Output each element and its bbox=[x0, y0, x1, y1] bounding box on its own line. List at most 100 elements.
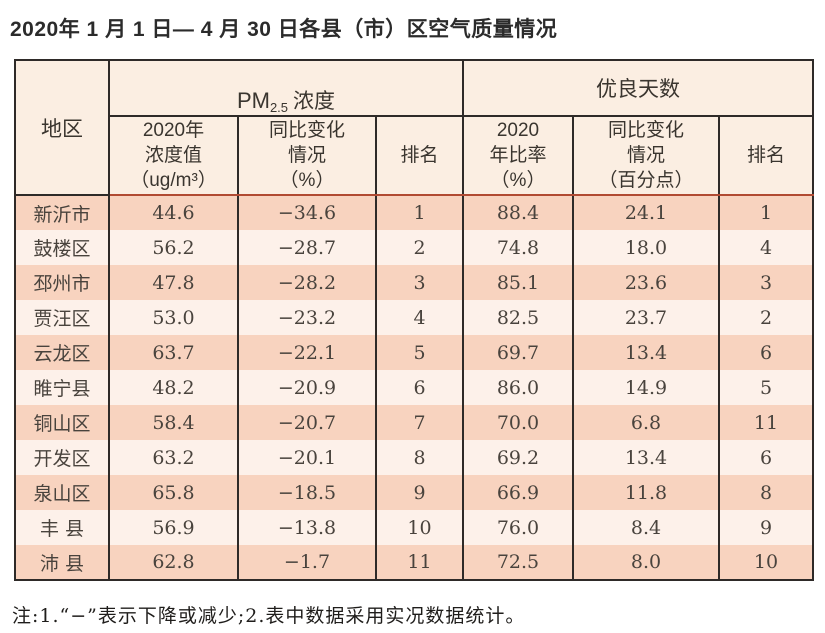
column-header-good-change: 同比变化 情况 （百分点） bbox=[572, 116, 720, 196]
column-header-good-ratio: 2020 年比率 （%） bbox=[462, 116, 574, 196]
column-header-good-rank: 排名 bbox=[717, 116, 815, 196]
good-ratio-cell: 72.5 bbox=[462, 545, 574, 580]
pm25-change-cell: −13.8 bbox=[237, 510, 377, 545]
pm25-rank-cell: 3 bbox=[375, 265, 464, 300]
good-rank-cell: 11 bbox=[717, 405, 815, 440]
pm25-rank-cell: 11 bbox=[375, 545, 464, 580]
column-header-pm25-change: 同比变化 情况 （%） bbox=[237, 116, 377, 196]
pm25-change-cell: −18.5 bbox=[237, 475, 377, 510]
pm25-change-cell: −28.7 bbox=[237, 230, 377, 265]
good-change-cell: 8.4 bbox=[572, 510, 720, 545]
good-rank-cell: 8 bbox=[717, 475, 815, 510]
good-ratio-cell: 69.7 bbox=[462, 335, 574, 370]
good-rank-cell: 3 bbox=[717, 265, 815, 300]
region-cell: 贾汪区 bbox=[14, 300, 110, 335]
pm25-change-cell: −22.1 bbox=[237, 335, 377, 370]
good-change-cell: 24.1 bbox=[572, 195, 720, 230]
table-row: 丰 县 56.9 −13.8 10 76.0 8.4 9 bbox=[14, 510, 815, 545]
good-rank-cell: 2 bbox=[717, 300, 815, 335]
good-rank-cell: 4 bbox=[717, 230, 815, 265]
good-rank-cell: 6 bbox=[717, 335, 815, 370]
pm25-value-cell: 62.8 bbox=[108, 545, 239, 580]
good-rank-cell: 5 bbox=[717, 370, 815, 405]
region-cell: 鼓楼区 bbox=[14, 230, 110, 265]
air-quality-table: 地区 PM2.5 浓度 优良天数 2020年 浓度值 （ug/m³） 同比变化 情… bbox=[14, 59, 815, 581]
good-ratio-cell: 82.5 bbox=[462, 300, 574, 335]
region-cell: 新沂市 bbox=[14, 195, 110, 230]
good-rank-cell: 1 bbox=[717, 195, 815, 230]
pm25-rank-cell: 4 bbox=[375, 300, 464, 335]
good-change-cell: 6.8 bbox=[572, 405, 720, 440]
table-row: 邳州市 47.8 −28.2 3 85.1 23.6 3 bbox=[14, 265, 815, 300]
table-header: 地区 PM2.5 浓度 优良天数 2020年 浓度值 （ug/m³） 同比变化 情… bbox=[14, 60, 815, 196]
table-body: 新沂市 44.6 −34.6 1 88.4 24.1 1 鼓楼区 56.2 −2… bbox=[14, 195, 815, 580]
good-change-cell: 14.9 bbox=[572, 370, 720, 405]
pm25-label-suffix: 浓度 bbox=[293, 90, 336, 113]
group-header-pm25: PM2.5 浓度 bbox=[108, 60, 464, 117]
good-rank-cell: 9 bbox=[717, 510, 815, 545]
table-row: 云龙区 63.7 −22.1 5 69.7 13.4 6 bbox=[14, 335, 815, 370]
region-cell: 开发区 bbox=[14, 440, 110, 475]
good-rank-cell: 10 bbox=[717, 545, 815, 580]
good-ratio-cell: 85.1 bbox=[462, 265, 574, 300]
region-cell: 睢宁县 bbox=[14, 370, 110, 405]
good-rank-cell: 6 bbox=[717, 440, 815, 475]
good-ratio-cell: 76.0 bbox=[462, 510, 574, 545]
table-row: 泉山区 65.8 −18.5 9 66.9 11.8 8 bbox=[14, 475, 815, 510]
pm25-change-cell: −34.6 bbox=[237, 195, 377, 230]
good-ratio-cell: 66.9 bbox=[462, 475, 574, 510]
pm25-label-main: PM bbox=[236, 88, 270, 113]
group-header-row: 地区 PM2.5 浓度 优良天数 bbox=[14, 60, 815, 196]
good-change-cell: 13.4 bbox=[572, 335, 720, 370]
pm25-value-cell: 56.2 bbox=[108, 230, 239, 265]
region-cell: 丰 县 bbox=[14, 510, 110, 545]
good-ratio-cell: 88.4 bbox=[462, 195, 574, 230]
pm25-value-cell: 53.0 bbox=[108, 300, 239, 335]
table-row: 鼓楼区 56.2 −28.7 2 74.8 18.0 4 bbox=[14, 230, 815, 265]
sub-header-row: 2020年 浓度值 （ug/m³） 同比变化 情况 （%） 排名 2020 年比… bbox=[15, 116, 815, 196]
pm25-change-cell: −28.2 bbox=[237, 265, 377, 300]
good-ratio-cell: 74.8 bbox=[462, 230, 574, 265]
pm25-change-cell: −23.2 bbox=[237, 300, 377, 335]
pm25-value-cell: 63.7 bbox=[108, 335, 239, 370]
pm25-change-cell: −20.1 bbox=[237, 440, 377, 475]
table-row: 开发区 63.2 −20.1 8 69.2 13.4 6 bbox=[14, 440, 815, 475]
pm25-change-cell: −20.7 bbox=[237, 405, 377, 440]
column-header-region: 地区 bbox=[14, 60, 110, 196]
pm25-rank-cell: 10 bbox=[375, 510, 464, 545]
good-ratio-cell: 86.0 bbox=[462, 370, 574, 405]
pm25-label-subscript: 2.5 bbox=[269, 100, 289, 115]
pm25-value-cell: 44.6 bbox=[108, 195, 239, 230]
pm25-rank-cell: 6 bbox=[375, 370, 464, 405]
footnote: 注:1.“−”表示下降或减少;2.表中数据采用实况数据统计。 bbox=[12, 605, 526, 627]
pm25-rank-cell: 9 bbox=[375, 475, 464, 510]
pm25-value-cell: 58.4 bbox=[108, 405, 239, 440]
pm25-value-cell: 47.8 bbox=[108, 265, 239, 300]
pm25-value-cell: 65.8 bbox=[108, 475, 239, 510]
table-row: 新沂市 44.6 −34.6 1 88.4 24.1 1 bbox=[14, 195, 815, 230]
group-header-good-days: 优良天数 bbox=[461, 60, 815, 117]
table-row: 贾汪区 53.0 −23.2 4 82.5 23.7 2 bbox=[14, 300, 815, 335]
pm25-value-cell: 63.2 bbox=[108, 440, 239, 475]
column-header-pm25-rank: 排名 bbox=[375, 116, 464, 196]
good-change-cell: 18.0 bbox=[572, 230, 720, 265]
region-cell: 铜山区 bbox=[14, 405, 110, 440]
good-change-cell: 11.8 bbox=[572, 475, 720, 510]
pm25-change-cell: −1.7 bbox=[237, 545, 377, 580]
region-cell: 邳州市 bbox=[14, 265, 110, 300]
page-title: 2020年 1 月 1 日— 4 月 30 日各县（市）区空气质量情况 bbox=[10, 18, 558, 41]
good-change-cell: 13.4 bbox=[572, 440, 720, 475]
good-ratio-cell: 69.2 bbox=[462, 440, 574, 475]
pm25-rank-cell: 5 bbox=[375, 335, 464, 370]
good-change-cell: 23.6 bbox=[572, 265, 720, 300]
good-change-cell: 8.0 bbox=[572, 545, 720, 580]
pm25-rank-cell: 8 bbox=[375, 440, 464, 475]
pm25-rank-cell: 1 bbox=[375, 195, 464, 230]
table-row: 睢宁县 48.2 −20.9 6 86.0 14.9 5 bbox=[14, 370, 815, 405]
pm25-change-cell: −20.9 bbox=[237, 370, 377, 405]
region-cell: 云龙区 bbox=[14, 335, 110, 370]
pm25-value-cell: 48.2 bbox=[108, 370, 239, 405]
pm25-value-cell: 56.9 bbox=[108, 510, 239, 545]
table-row: 铜山区 58.4 −20.7 7 70.0 6.8 11 bbox=[14, 405, 815, 440]
region-cell: 泉山区 bbox=[14, 475, 110, 510]
